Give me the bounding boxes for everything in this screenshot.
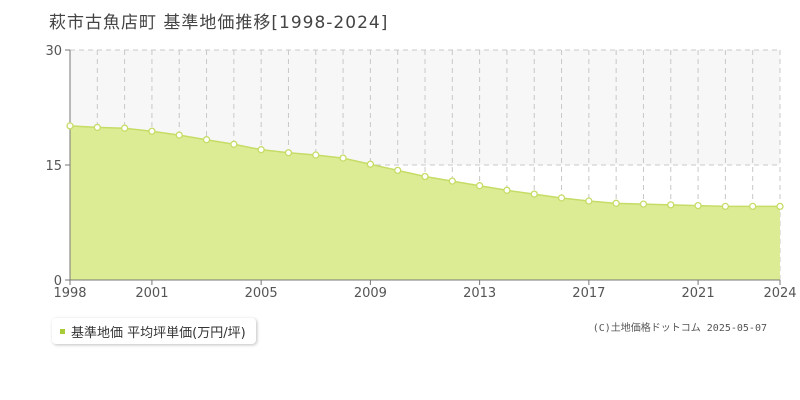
data-point: [749, 202, 757, 211]
data-point: [503, 186, 511, 194]
data-point: [585, 197, 593, 205]
copyright-text: (C)土地価格ドットコム 2025-05-07: [592, 323, 767, 334]
data-point: [394, 166, 402, 175]
data-point: [175, 131, 183, 139]
x-tick-label: 2005: [245, 286, 278, 301]
data-point: [776, 202, 784, 211]
series-area: [70, 125, 780, 281]
x-tick-label: 2017: [572, 286, 605, 301]
y-tick-label: 15: [45, 159, 62, 174]
data-point: [257, 146, 265, 154]
tick-labels: 0 15 30 1998 2001 2005 2009 2013 2017 2021 2024: [45, 44, 796, 301]
data-point: [93, 123, 101, 132]
axes: [65, 49, 781, 285]
data-markers: [66, 122, 784, 211]
chart-title: 萩市古魚店町 基準地価推移[1998-2024]: [49, 13, 389, 33]
data-point: [284, 149, 293, 157]
x-tick-label: 2024: [763, 286, 796, 301]
y-tick-label: 0: [54, 274, 62, 289]
data-point: [202, 136, 211, 144]
data-point: [148, 127, 156, 135]
x-tick-label: 2001: [135, 286, 168, 301]
x-tick-label: 2009: [354, 286, 387, 301]
x-tick-label: 1998: [53, 286, 86, 301]
data-point: [339, 154, 347, 162]
data-point: [530, 190, 538, 198]
data-point: [475, 182, 484, 190]
y-tick-label: 30: [45, 44, 62, 59]
x-tick-label: 2021: [682, 286, 715, 301]
data-point: [230, 140, 238, 148]
data-point: [557, 194, 566, 202]
data-point: [448, 177, 456, 185]
data-point: [612, 199, 620, 207]
data-point: [694, 201, 702, 210]
data-point: [667, 201, 675, 209]
data-point: [421, 172, 429, 181]
legend-label: 基準地価 平均坪単価(万円/坪): [71, 325, 246, 341]
legend-swatch: [60, 328, 65, 334]
data-point: [366, 160, 375, 168]
data-point: [120, 124, 129, 132]
legend: 基準地価 平均坪単価(万円/坪): [52, 318, 256, 344]
x-tick-label: 2013: [463, 286, 496, 301]
data-point: [721, 202, 730, 211]
data-point: [312, 151, 320, 159]
data-point: [66, 122, 74, 130]
data-point: [639, 200, 648, 208]
